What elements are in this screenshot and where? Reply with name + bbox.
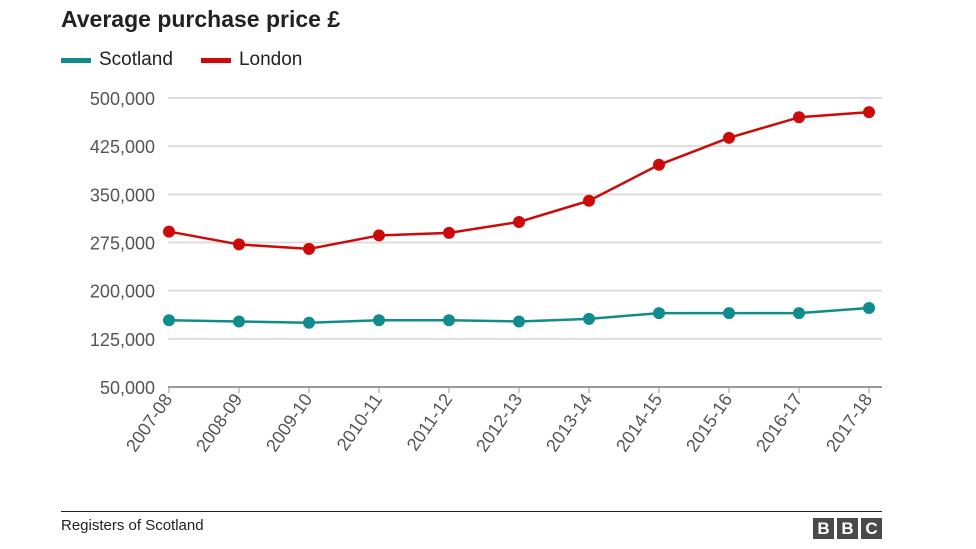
y-tick-label: 125,000 [90,330,155,350]
bbc-logo-letter: C [861,518,882,539]
y-tick-label: 200,000 [90,282,155,302]
data-point-scotland [373,314,385,327]
bbc-logo-letter: B [837,518,858,539]
y-tick-label: 50,000 [100,378,155,398]
data-point-scotland [583,312,595,325]
data-point-london [163,225,175,238]
legend-item-london: London [200,49,303,71]
data-point-london [723,131,735,144]
data-point-scotland [163,314,175,327]
series-line-london [168,110,870,251]
y-tick-label: 275,000 [90,234,155,254]
data-point-scotland [793,307,805,320]
data-point-scotland [303,316,315,329]
x-tick-label: 2014-15 [612,390,666,456]
x-tick-label: 2017-18 [822,390,876,456]
data-point-scotland [723,307,735,320]
bbc-logo-letter: B [813,518,834,539]
y-tick-label: 425,000 [90,137,155,157]
data-point-scotland [443,314,455,327]
x-tick-label: 2013-14 [542,390,596,456]
source-note: Registers of Scotland [61,517,204,534]
x-tick-label: 2008-09 [192,390,246,456]
y-tick-label: 500,000 [90,89,155,109]
data-point-scotland [863,302,875,315]
x-tick-label: 2007-08 [122,390,176,456]
legend-swatch-scotland [61,57,91,63]
line-chart: 50,000 125,000 200,000 275,000 350,000 425,00… [90,89,882,456]
bbc-logo: B B C [810,518,882,539]
data-point-london [653,158,665,171]
data-point-london [233,238,245,251]
data-point-london [583,194,595,207]
legend-label-london: London [238,49,303,70]
chart-legend: Scotland London [61,49,330,71]
data-point-london [303,242,315,255]
data-point-london [863,106,875,119]
y-tick-label: 350,000 [90,185,155,205]
x-tick-label: 2012-13 [472,390,526,456]
data-point-london [373,229,385,242]
data-point-london [793,111,805,124]
data-point-scotland [653,307,665,320]
x-tick-label: 2010-11 [333,390,387,454]
legend-item-scotland: Scotland [61,49,173,71]
chart-title: Average purchase price £ [61,6,341,32]
x-tick-label: 2011-12 [403,390,457,454]
footer-divider [61,511,882,512]
data-point-scotland [233,315,245,328]
data-point-scotland [513,315,525,328]
x-tick-label: 2009-10 [262,390,316,456]
data-point-london [513,215,525,228]
legend-swatch-london [200,57,231,63]
legend-label-scotland: Scotland [99,49,173,70]
x-tick-label: 2015-16 [682,390,736,456]
data-point-london [443,226,455,239]
x-tick-label: 2016-17 [752,390,806,456]
